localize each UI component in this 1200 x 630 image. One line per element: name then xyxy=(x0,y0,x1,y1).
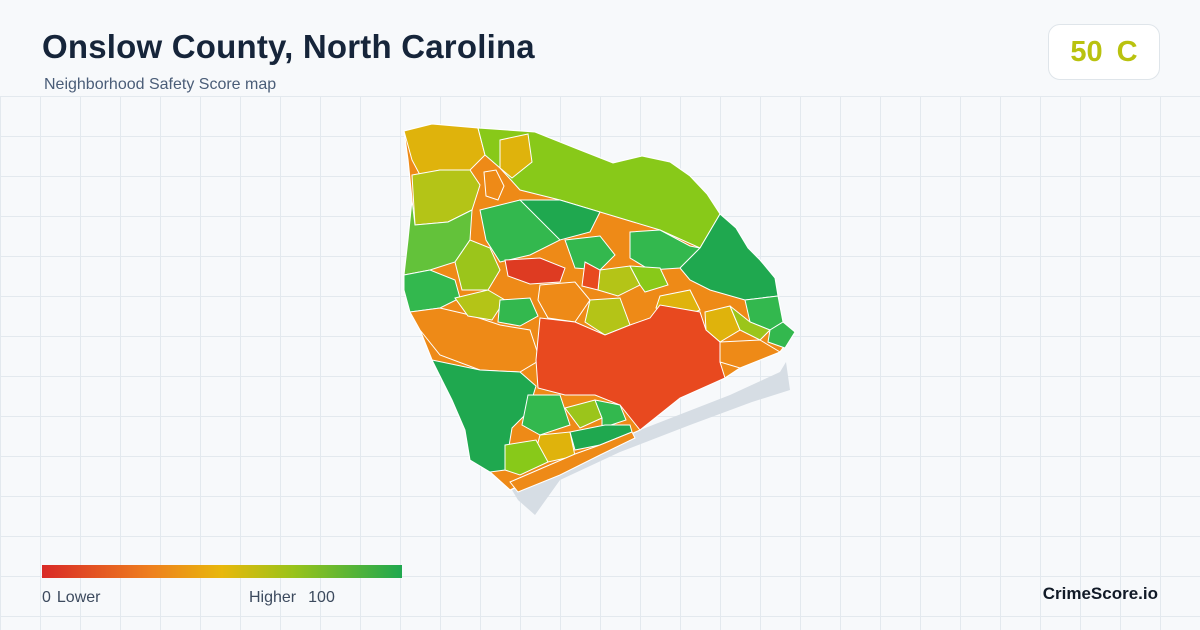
legend-min-label: Lower xyxy=(56,589,101,606)
district-w-green2 xyxy=(403,269,461,313)
legend-low-label: 0 Lower xyxy=(42,589,106,607)
district-core-red xyxy=(504,257,566,285)
district-n-amber xyxy=(499,133,533,179)
district-s-coast-orange xyxy=(509,431,636,493)
district-sw-yellowgreen xyxy=(454,289,506,321)
district-core-mix1 xyxy=(564,235,616,271)
legend-min-value: 0 xyxy=(42,589,51,606)
district-s-green2 xyxy=(594,399,627,429)
district-nw-amber xyxy=(403,123,486,176)
district-central-darkgreen xyxy=(518,199,601,241)
district-e-lime xyxy=(729,305,771,341)
safety-score-badge: 50 C xyxy=(1048,24,1160,80)
legend-high-label: Higher 100 xyxy=(249,589,335,607)
district-south-orangered xyxy=(535,304,726,431)
district-s-lime2 xyxy=(504,439,549,476)
legend-max-value: 100 xyxy=(308,589,335,606)
coastal-beach-strip xyxy=(512,362,790,515)
district-sw-green2 xyxy=(497,297,539,327)
score-grade: C xyxy=(1116,35,1138,68)
district-core-mix4 xyxy=(629,265,669,293)
page-title: Onslow County, North Carolina xyxy=(42,28,535,65)
district-core-mix3 xyxy=(581,261,601,291)
map-subtitle: Neighborhood Safety Score map xyxy=(44,76,277,93)
district-e-darkgreen xyxy=(679,213,779,301)
brand-logo-text: CrimeScore.io xyxy=(1042,584,1158,603)
score-value: 50 xyxy=(1070,35,1103,68)
district-w-lime xyxy=(454,239,501,291)
district-s-green xyxy=(521,394,571,436)
district-coast-green xyxy=(767,321,796,349)
district-e-amber xyxy=(704,305,741,343)
district-n-orange xyxy=(483,169,505,201)
legend-gradient-bar xyxy=(42,565,402,578)
legend-max-label: Higher xyxy=(249,589,297,606)
